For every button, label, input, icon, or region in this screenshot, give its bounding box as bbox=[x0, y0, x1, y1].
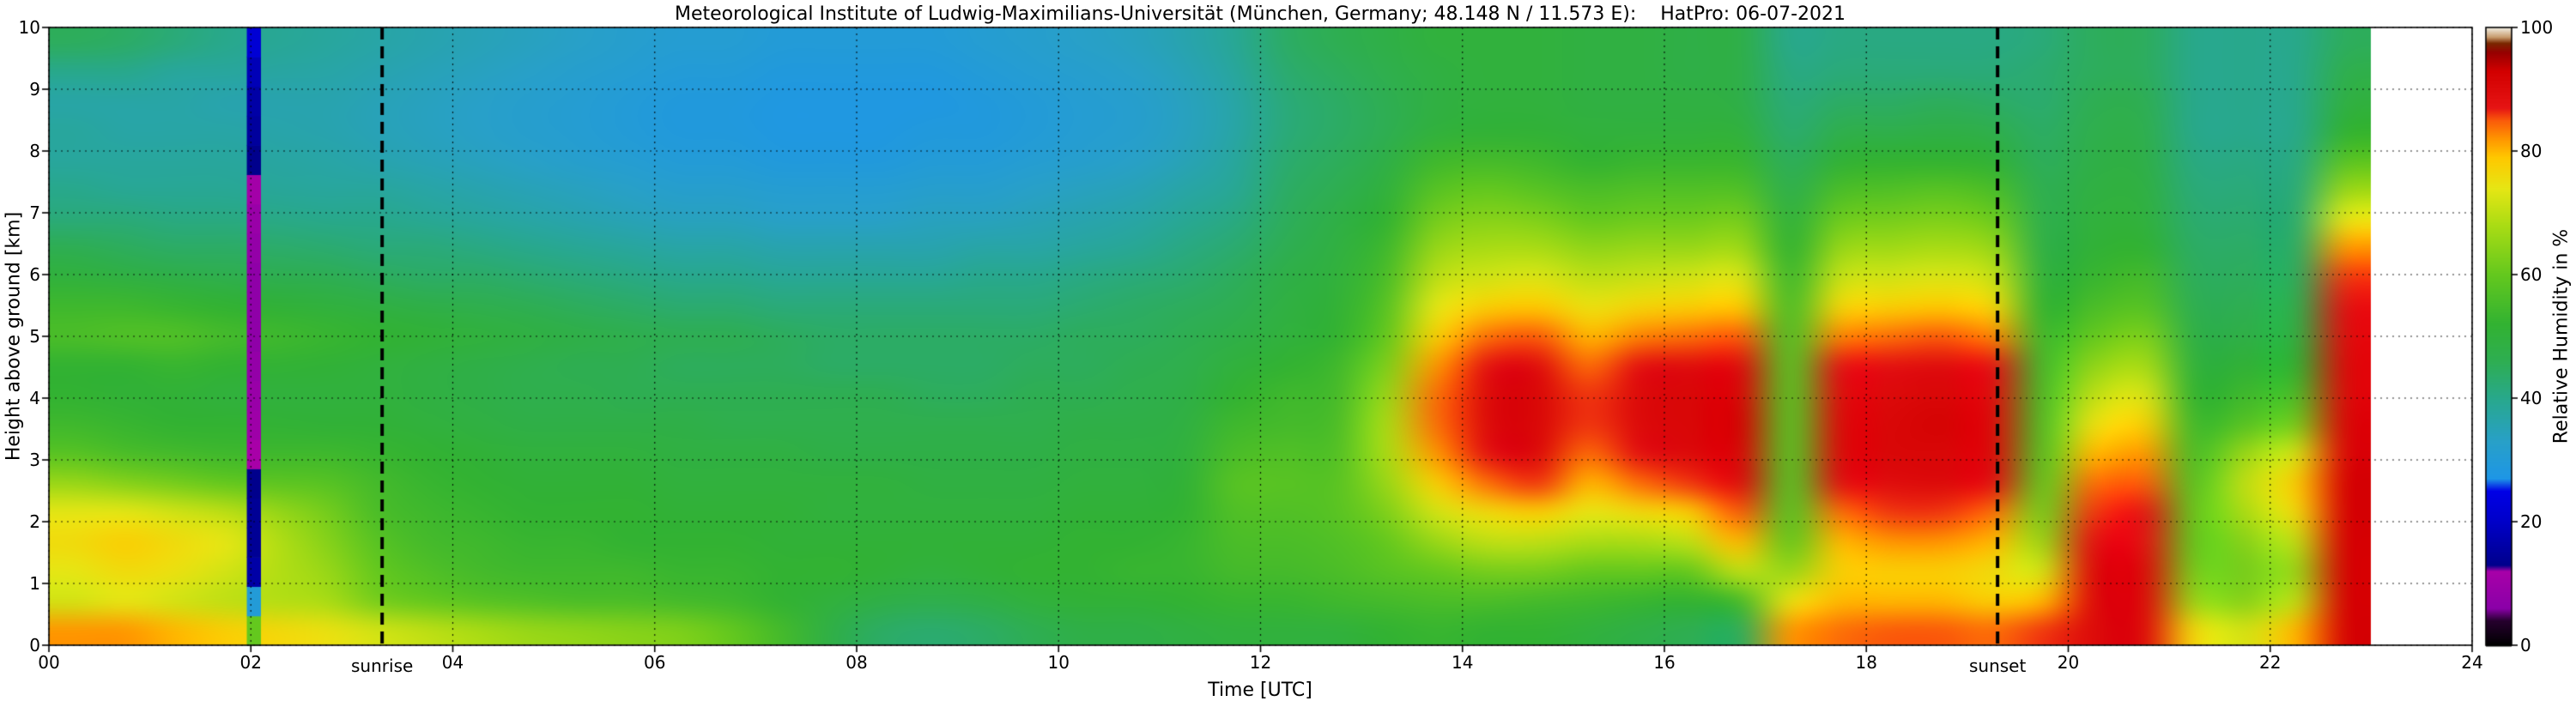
x-tick-label: 08 bbox=[846, 652, 868, 673]
x-tick-label: 24 bbox=[2461, 652, 2483, 673]
colorbar-tick-label: 60 bbox=[2520, 264, 2543, 285]
colorbar-tick-label: 40 bbox=[2520, 388, 2543, 408]
sunrise-annotation: sunrise bbox=[351, 656, 414, 676]
sunset-annotation: sunset bbox=[1968, 656, 2027, 676]
y-tick-label: 10 bbox=[18, 17, 40, 38]
x-tick-label: 02 bbox=[239, 652, 262, 673]
y-tick-label: 5 bbox=[29, 326, 40, 347]
x-tick-label: 04 bbox=[441, 652, 464, 673]
x-tick-label: 22 bbox=[2259, 652, 2282, 673]
x-tick-label: 20 bbox=[2057, 652, 2080, 673]
x-tick-label: 16 bbox=[1653, 652, 1676, 673]
chart-title: Meteorological Institute of Ludwig-Maxim… bbox=[674, 3, 1846, 25]
y-tick-label: 0 bbox=[29, 635, 40, 656]
x-axis-label: Time [UTC] bbox=[1208, 680, 1312, 701]
y-tick-label: 2 bbox=[29, 511, 40, 532]
colorbar-tick-label: 80 bbox=[2520, 141, 2543, 161]
y-tick-label: 1 bbox=[29, 573, 40, 594]
y-tick-label: 7 bbox=[29, 202, 40, 223]
x-tick-label: 06 bbox=[644, 652, 666, 673]
x-tick-label: 18 bbox=[1855, 652, 1877, 673]
x-tick-label: 00 bbox=[38, 652, 60, 673]
colorbar-tick-label: 20 bbox=[2520, 511, 2543, 532]
colorbar-tick-label: 100 bbox=[2520, 17, 2554, 38]
x-tick-label: 10 bbox=[1047, 652, 1070, 673]
colorbar-label: Relative Humidity in % bbox=[2550, 228, 2573, 444]
colorbar-tick-label: 0 bbox=[2520, 635, 2531, 656]
y-tick-label: 4 bbox=[29, 388, 40, 408]
y-tick-label: 3 bbox=[29, 450, 40, 470]
y-tick-label: 6 bbox=[29, 264, 40, 285]
y-tick-label: 9 bbox=[29, 79, 40, 100]
y-tick-label: 8 bbox=[29, 141, 40, 161]
x-tick-label: 12 bbox=[1249, 652, 1272, 673]
x-tick-label: 14 bbox=[1452, 652, 1474, 673]
